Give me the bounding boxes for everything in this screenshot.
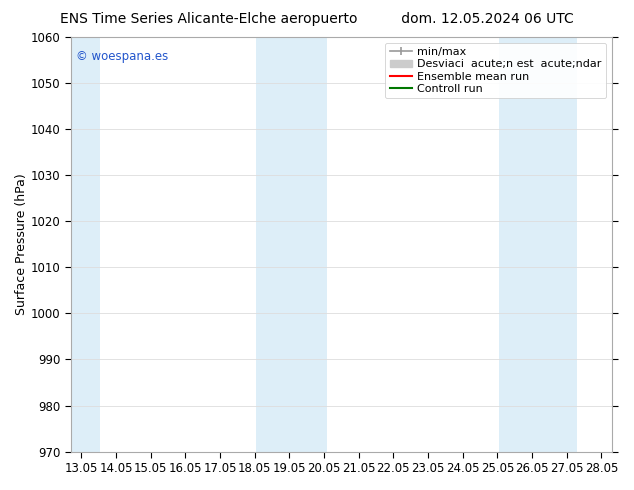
- Y-axis label: Surface Pressure (hPa): Surface Pressure (hPa): [15, 173, 28, 315]
- Text: ENS Time Series Alicante-Elche aeropuerto          dom. 12.05.2024 06 UTC: ENS Time Series Alicante-Elche aeropuert…: [60, 12, 574, 26]
- Bar: [256, 37, 328, 452]
- Bar: [71, 37, 100, 452]
- Bar: [499, 37, 577, 452]
- Legend: min/max, Desviaci  acute;n est  acute;ndar, Ensemble mean run, Controll run: min/max, Desviaci acute;n est acute;ndar…: [385, 43, 606, 98]
- Text: © woespana.es: © woespana.es: [76, 49, 169, 63]
